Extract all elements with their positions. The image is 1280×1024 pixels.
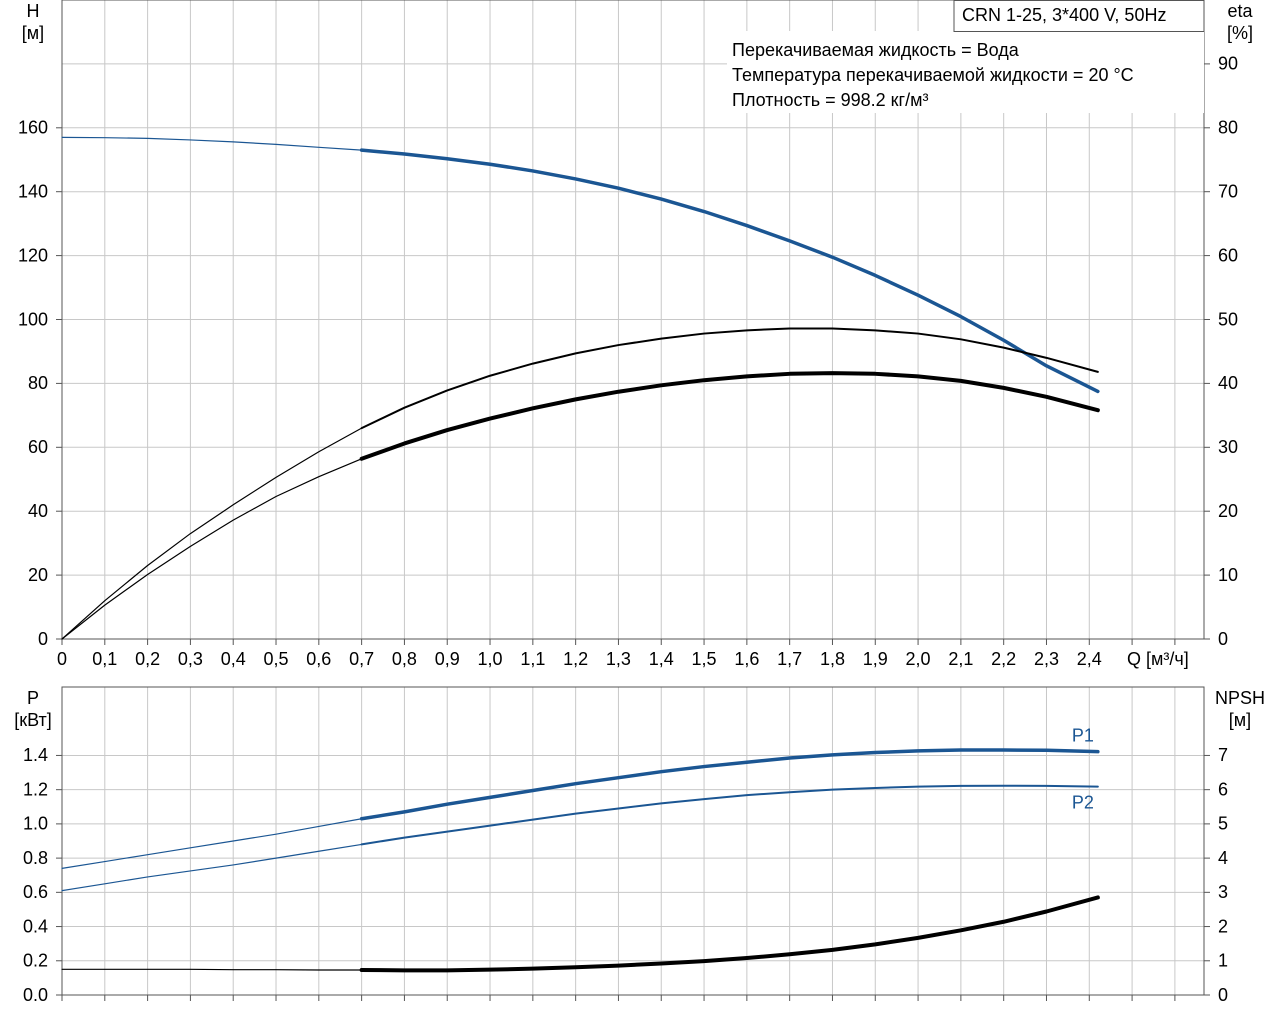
y2-tick-label: 2 [1218, 916, 1228, 936]
y2-tick-label: 50 [1218, 309, 1238, 329]
y-tick-label: 20 [28, 565, 48, 585]
y2-axis-label: NPSH [1215, 688, 1265, 708]
y-tick-label: 0.6 [23, 882, 48, 902]
x-tick-label: 0,3 [178, 649, 203, 669]
x-tick-label: 0,7 [349, 649, 374, 669]
y2-tick-label: 0 [1218, 985, 1228, 1005]
x-tick-label: 0,5 [264, 649, 289, 669]
y2-tick-label: 6 [1218, 779, 1228, 799]
y2-tick-label: 20 [1218, 501, 1238, 521]
plot-frame [61, 0, 1205, 640]
y2-tick-label: 0 [1218, 629, 1228, 649]
y-tick-label: 0.0 [23, 985, 48, 1005]
x-tick-label: 0,4 [221, 649, 246, 669]
x-tick-label: 0,2 [135, 649, 160, 669]
x-tick-label: 1,9 [863, 649, 888, 669]
y2-axis-label: [м] [1229, 710, 1251, 730]
x-tick-label: 2,3 [1034, 649, 1059, 669]
series-line [359, 895, 1100, 973]
y-tick-label: 80 [28, 373, 48, 393]
y-tick-label: 40 [28, 501, 48, 521]
y-tick-label: 0.2 [23, 951, 48, 971]
y2-tick-label: 60 [1218, 245, 1238, 265]
series-line [360, 327, 1099, 430]
series-line [360, 784, 1099, 846]
x-tick-label: 2,0 [906, 649, 931, 669]
series-label: P2 [1072, 792, 1094, 812]
series-line [359, 148, 1100, 394]
y-tick-label: 1.0 [23, 814, 48, 834]
series-label: P1 [1072, 725, 1094, 745]
y2-tick-label: 5 [1218, 814, 1228, 834]
x-tick-label: 1,5 [692, 649, 717, 669]
y-tick-label: 1.2 [23, 779, 48, 799]
y-axis-label: [кВт] [14, 710, 52, 730]
series-line [61, 818, 363, 869]
x-tick-label: 1,2 [563, 649, 588, 669]
series-line [61, 427, 363, 640]
x-tick-label: 2,2 [991, 649, 1016, 669]
series-line [61, 136, 363, 151]
chart-title: CRN 1-25, 3*400 V, 50Hz [962, 5, 1166, 25]
y-tick-label: 0.8 [23, 848, 48, 868]
x-tick-label: 2,1 [948, 649, 973, 669]
y-axis-label: [м] [22, 23, 44, 43]
x-tick-label: 0,9 [435, 649, 460, 669]
annotation: Перекачиваемая жидкость = Вода [732, 40, 1020, 60]
series-line [359, 371, 1100, 461]
x-tick-label: 0,6 [306, 649, 331, 669]
annotation-box [727, 31, 1204, 113]
series-line [61, 843, 363, 892]
x-tick-label: 1,4 [649, 649, 674, 669]
plot-frame [61, 686, 1205, 996]
y2-tick-label: 80 [1218, 118, 1238, 138]
y2-tick-label: 3 [1218, 882, 1228, 902]
x-tick-label: 2,4 [1077, 649, 1102, 669]
x-tick-label: 1,3 [606, 649, 631, 669]
x-axis-label: Q [м³/ч] [1127, 649, 1189, 669]
y-tick-label: 1.4 [23, 745, 48, 765]
x-tick-label: 1,6 [734, 649, 759, 669]
series-line [359, 748, 1100, 821]
x-tick-label: 1,1 [520, 649, 545, 669]
series-line [61, 968, 363, 971]
y2-tick-label: 7 [1218, 745, 1228, 765]
y2-tick-label: 1 [1218, 951, 1228, 971]
y-axis-label: H [27, 1, 40, 21]
title-box [953, 0, 1205, 32]
y2-axis-label: eta [1227, 1, 1253, 21]
y-tick-label: 0 [38, 629, 48, 649]
y2-tick-label: 30 [1218, 437, 1238, 457]
y2-axis-label: [%] [1227, 23, 1253, 43]
y2-tick-label: 90 [1218, 54, 1238, 74]
y-tick-label: 100 [18, 309, 48, 329]
y-tick-label: 140 [18, 181, 48, 201]
y2-tick-label: 4 [1218, 848, 1228, 868]
y-tick-label: 60 [28, 437, 48, 457]
x-tick-label: 0 [57, 649, 67, 669]
y-tick-label: 160 [18, 118, 48, 138]
y-tick-label: 120 [18, 245, 48, 265]
series-line [61, 458, 363, 640]
x-tick-label: 1,7 [777, 649, 802, 669]
y-tick-label: 0.4 [23, 916, 48, 936]
x-tick-label: 1,0 [478, 649, 503, 669]
x-tick-label: 0,8 [392, 649, 417, 669]
plot-area [62, 687, 1204, 995]
x-tick-label: 1,8 [820, 649, 845, 669]
x-tick-label: 0,1 [92, 649, 117, 669]
y2-tick-label: 10 [1218, 565, 1238, 585]
y2-tick-label: 70 [1218, 181, 1238, 201]
annotation: Температура перекачиваемой жидкости = 20… [732, 65, 1134, 85]
y-axis-label: P [27, 688, 39, 708]
annotation: Плотность = 998.2 кг/м³ [732, 90, 928, 110]
y2-tick-label: 40 [1218, 373, 1238, 393]
